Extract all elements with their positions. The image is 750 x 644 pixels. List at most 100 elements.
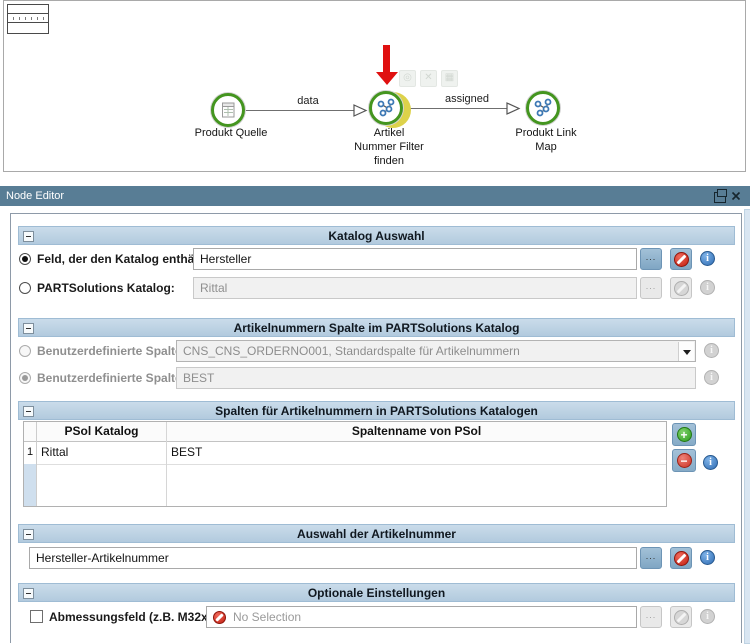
section-header-katalog-auswahl: Katalog Auswahl <box>18 226 735 245</box>
collapse-icon[interactable] <box>23 405 34 417</box>
ellipsis-icon: ... <box>645 609 657 620</box>
abmessungsfeld-input: No Selection <box>206 606 637 628</box>
no-selection-text: No Selection <box>233 610 302 624</box>
radio-feld-katalog[interactable] <box>19 253 31 265</box>
node-editor-titlebar[interactable]: Node Editor <box>0 186 750 206</box>
document-table-icon <box>222 102 235 118</box>
close-icon[interactable] <box>731 191 741 201</box>
benutzerdefinierte-spalte-input <box>176 367 696 389</box>
clear-selection-button-disabled <box>670 606 692 628</box>
dock-icon[interactable] <box>714 189 727 203</box>
section-header-artikelnummern-spalte: Artikelnummern Spalte im PARTSolutions K… <box>18 318 735 337</box>
partsolutions-katalog-input <box>193 277 637 299</box>
table-cell-psol-katalog: Rittal <box>41 445 69 459</box>
dock-icon-back-square <box>717 189 727 197</box>
clear-selection-button-disabled <box>670 277 692 299</box>
mini-widget-row <box>8 23 48 31</box>
spalte-combobox: CNS_CNS_ORDERNO001, Standardspalte für A… <box>176 340 696 362</box>
abmessungsfeld-checkbox-label: Abmessungsfeld (z.B. M32x100): <box>49 610 236 624</box>
radio-partsolutions-katalog[interactable] <box>19 282 31 294</box>
table-gutter <box>24 464 36 506</box>
vertical-scrollbar[interactable] <box>744 209 750 644</box>
node-hover-toolbar: ◎ ✕ ▦ <box>399 70 458 87</box>
info-icon-disabled: i <box>704 343 719 358</box>
node-artikel-nummer-filter[interactable] <box>369 91 403 125</box>
workflow-canvas: data assigned Produkt Quelle Artikel Num… <box>3 0 746 172</box>
ghost-icon: ✕ <box>420 70 437 87</box>
node-label-line: Nummer Filter <box>354 141 424 153</box>
info-icon[interactable]: i <box>700 251 715 266</box>
block-icon <box>673 280 689 296</box>
browse-button-disabled: ... <box>640 277 662 299</box>
node-label-line: Map <box>535 141 557 153</box>
section-title: Auswahl der Artikelnummer <box>297 527 456 541</box>
radio-benutzerdefinierte-spalte-1-label: Benutzerdefinierte Spalte: <box>37 344 186 358</box>
info-icon-disabled: i <box>700 609 715 624</box>
red-annotation-arrow <box>383 45 390 73</box>
red-annotation-arrowhead-icon <box>376 72 398 85</box>
node-label-line: finden <box>374 155 404 167</box>
network-icon <box>377 98 395 117</box>
edge-arrowhead-icon <box>353 104 368 117</box>
add-row-button[interactable]: + <box>672 423 696 446</box>
info-icon-disabled: i <box>700 280 715 295</box>
radio-benutzerdefinierte-spalte-2-label: Benutzerdefinierte Spalte: <box>37 371 186 385</box>
node-produkt-link-map[interactable] <box>526 91 560 125</box>
browse-button[interactable]: ... <box>640 547 662 569</box>
clear-selection-button[interactable] <box>670 248 692 270</box>
table-divider <box>166 422 167 506</box>
browse-button[interactable]: ... <box>640 248 662 270</box>
info-icon-disabled: i <box>704 370 719 385</box>
table-divider <box>36 422 37 506</box>
katalog-spalten-table[interactable]: PSol Katalog Spaltenname von PSol 1 Ritt… <box>23 421 667 507</box>
ellipsis-icon: ... <box>645 550 657 561</box>
table-header-spaltenname: Spaltenname von PSol <box>351 424 482 438</box>
collapse-icon[interactable] <box>23 322 34 334</box>
info-icon[interactable]: i <box>703 455 718 470</box>
section-title: Katalog Auswahl <box>328 229 425 243</box>
edge-assigned-label: assigned <box>444 93 490 105</box>
node-label-line: Artikel <box>373 127 405 139</box>
clear-selection-button[interactable] <box>670 547 692 569</box>
table-row-number: 1 <box>26 446 34 458</box>
minus-icon: − <box>676 453 692 468</box>
block-icon <box>673 550 689 566</box>
ghost-icon: ▦ <box>441 70 458 87</box>
node-label-produkt-quelle: Produkt Quelle <box>194 127 268 139</box>
node-label-line: Produkt Link <box>515 127 577 139</box>
collapse-icon[interactable] <box>23 587 34 599</box>
table-row[interactable] <box>24 441 666 465</box>
node-produkt-quelle[interactable] <box>211 93 245 127</box>
chevron-down-icon[interactable] <box>678 342 694 361</box>
section-title: Artikelnummern Spalte im PARTSolutions K… <box>233 321 520 335</box>
minimized-node-widget[interactable] <box>7 4 49 34</box>
edge-data-label: data <box>297 95 319 107</box>
browse-button-disabled: ... <box>640 606 662 628</box>
abmessungsfeld-checkbox[interactable] <box>30 610 43 623</box>
radio-benutzerdefinierte-spalte-1 <box>19 345 31 357</box>
info-icon[interactable]: i <box>700 550 715 565</box>
artikelnummer-input[interactable] <box>29 547 637 569</box>
panel-title: Node Editor <box>6 190 65 202</box>
plus-icon: + <box>676 427 692 442</box>
edge-arrowhead-icon <box>506 102 521 115</box>
section-header-optionale-einstellungen: Optionale Einstellungen <box>18 583 735 602</box>
collapse-icon[interactable] <box>23 230 34 242</box>
ellipsis-icon: ... <box>645 251 657 262</box>
table-header-row <box>24 422 666 442</box>
remove-row-button[interactable]: − <box>672 449 696 472</box>
radio-feld-katalog-label: Feld, der den Katalog enthält: <box>37 252 206 266</box>
edge-data-line <box>245 110 357 111</box>
collapse-icon[interactable] <box>23 528 34 540</box>
edge-assigned-line <box>403 108 507 109</box>
mini-widget-icons <box>8 14 48 23</box>
block-icon <box>673 609 689 625</box>
katalog-feld-input[interactable] <box>193 248 637 270</box>
ghost-icon: ◎ <box>399 70 416 87</box>
network-icon <box>534 98 552 117</box>
node-label-produkt-link-map: Produkt Link Map <box>496 126 596 154</box>
spalte-combobox-value: CNS_CNS_ORDERNO001, Standardspalte für A… <box>183 344 520 358</box>
node-label-artikel-nummer-filter: Artikel Nummer Filter finden <box>334 126 444 168</box>
section-header-auswahl-artikelnummer: Auswahl der Artikelnummer <box>18 524 735 543</box>
section-title: Optionale Einstellungen <box>307 586 446 600</box>
